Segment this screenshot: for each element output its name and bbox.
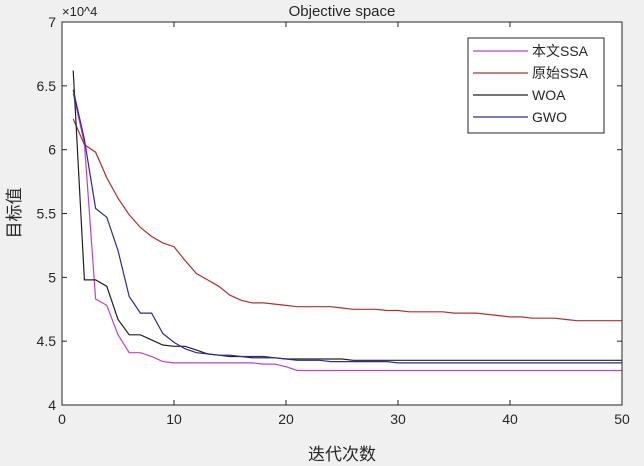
series-line-原始SSA: [72, 118, 622, 322]
x-tick-label: 10: [166, 411, 182, 427]
legend: 本文SSA 原始SSA WOA GWO: [467, 37, 605, 134]
y-tick-label: 6.5: [37, 78, 57, 94]
series-line-GWO: [72, 89, 622, 364]
series-line-WOA: [72, 70, 622, 361]
x-tick-label: 0: [58, 411, 66, 427]
axes-box: [61, 21, 623, 406]
y-axis-label: 目标值: [5, 188, 24, 239]
legend-label: GWO: [532, 109, 567, 125]
legend-label: 本文SSA: [532, 43, 589, 59]
y-tick-label: 4.5: [37, 333, 57, 349]
y-exponent-label: ×10^4: [62, 4, 97, 19]
series-line-本文SSA: [72, 93, 622, 372]
x-tick-label: 20: [278, 411, 294, 427]
y-tick-label: 6: [48, 142, 56, 158]
y-tick-label: 5: [48, 269, 56, 285]
legend-label: WOA: [532, 87, 566, 103]
x-axis-label: 迭代次数: [308, 445, 376, 464]
y-tick-label: 4: [48, 397, 56, 413]
chart-title: Objective space: [289, 3, 396, 20]
x-tick-label: 50: [614, 411, 630, 427]
y-tick-label: 5.5: [37, 206, 57, 222]
x-tick-label: 30: [390, 411, 406, 427]
legend-box: [467, 37, 605, 134]
x-tick-label: 40: [502, 411, 518, 427]
legend-label: 原始SSA: [532, 65, 589, 81]
y-tick-label: 7: [48, 14, 56, 30]
